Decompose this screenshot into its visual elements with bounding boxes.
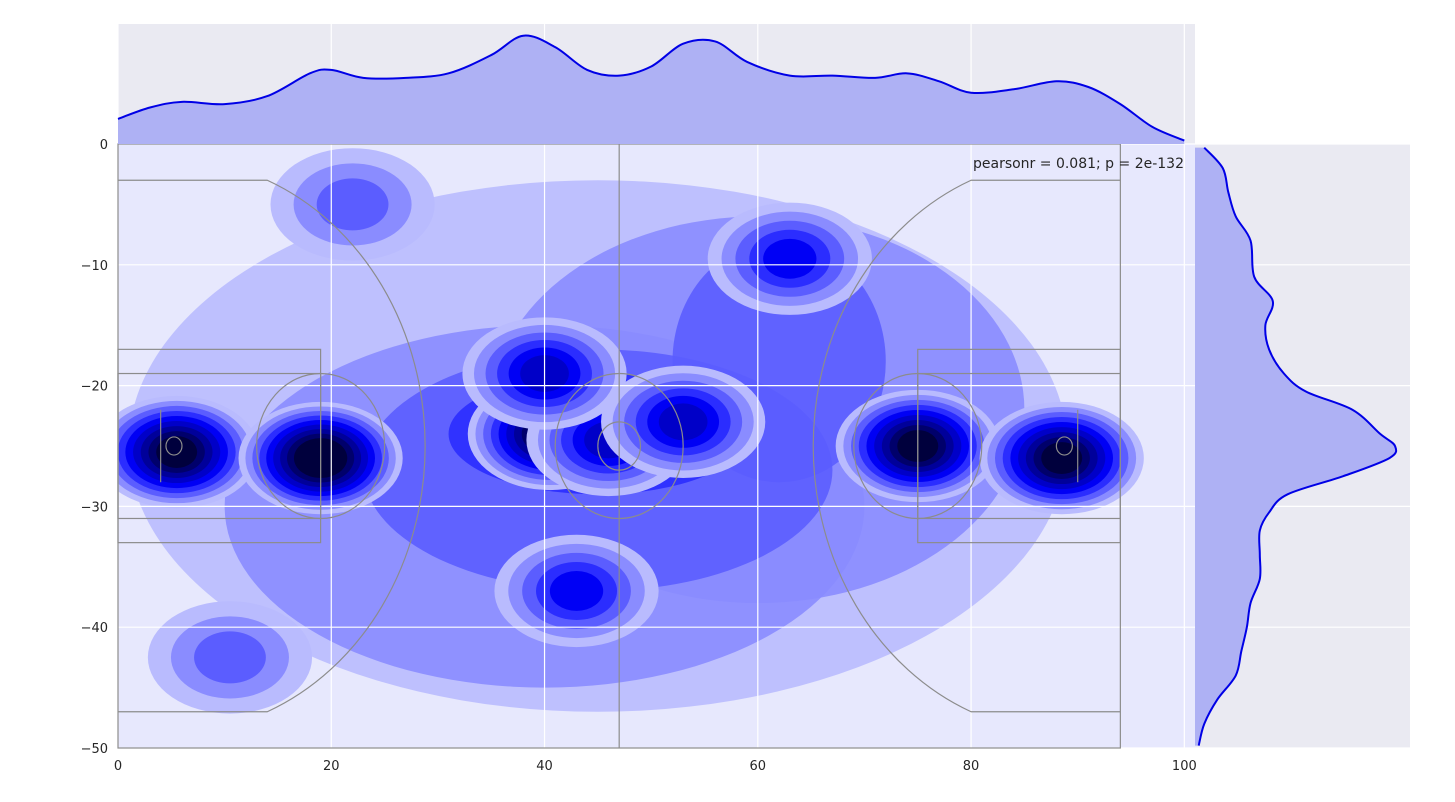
x-tick-label: 80 [963,759,980,774]
x-tick-label: 100 [1172,759,1197,774]
hoop-0 [165,436,183,456]
y-tick-label: −10 [81,259,108,274]
marginal-x-kde [117,34,1185,144]
y-tick-label: −30 [81,500,108,515]
hoop-1 [1055,436,1073,456]
y-tick-label: −50 [81,742,108,757]
x-tick-label: 40 [536,759,553,774]
three-point-line-left [118,179,426,713]
x-tick-label: 20 [323,759,340,774]
kde-hotspot-0-level-9 [156,436,198,468]
kde-hotspot-8-level-5 [763,238,817,279]
x-tick-labels: 0 20 40 60 80 100 [114,759,1197,774]
marginal-y-kde [1195,146,1398,746]
marginal-x-fill [118,35,1185,144]
x-tick-label: 0 [114,759,122,774]
kde-hotspot-10-level-3 [194,631,266,684]
y-tick-labels: 0 −10 −20 −30 −40 −50 [81,138,108,757]
kde-hotspot-11-level-5 [549,571,604,611]
free-throw-circle-0 [256,372,386,520]
marginal-y-line [1197,146,1398,746]
pearson-annotation: pearsonr = 0.081; p = 2e-132 [973,156,1184,172]
center-circle-0 [554,372,684,520]
free-throw-circle-1 [853,372,983,520]
y-tick-label: −40 [81,621,108,636]
marginal-y-fill [1195,147,1397,746]
kde-hotspot-9-level-3 [316,178,389,231]
kde-hotspot-4-level-6 [658,403,708,441]
kde-hotspot-7-level-9 [1041,442,1083,474]
key-right_inner [917,372,1121,520]
y-tick-label: 0 [100,138,108,153]
x-tick-label: 60 [750,759,767,774]
key-left_inner [117,372,322,520]
marginal-x-line [117,34,1185,142]
center-circle-1 [597,421,642,471]
three-point-line-right [812,179,1121,713]
y-tick-label: −20 [81,380,108,395]
